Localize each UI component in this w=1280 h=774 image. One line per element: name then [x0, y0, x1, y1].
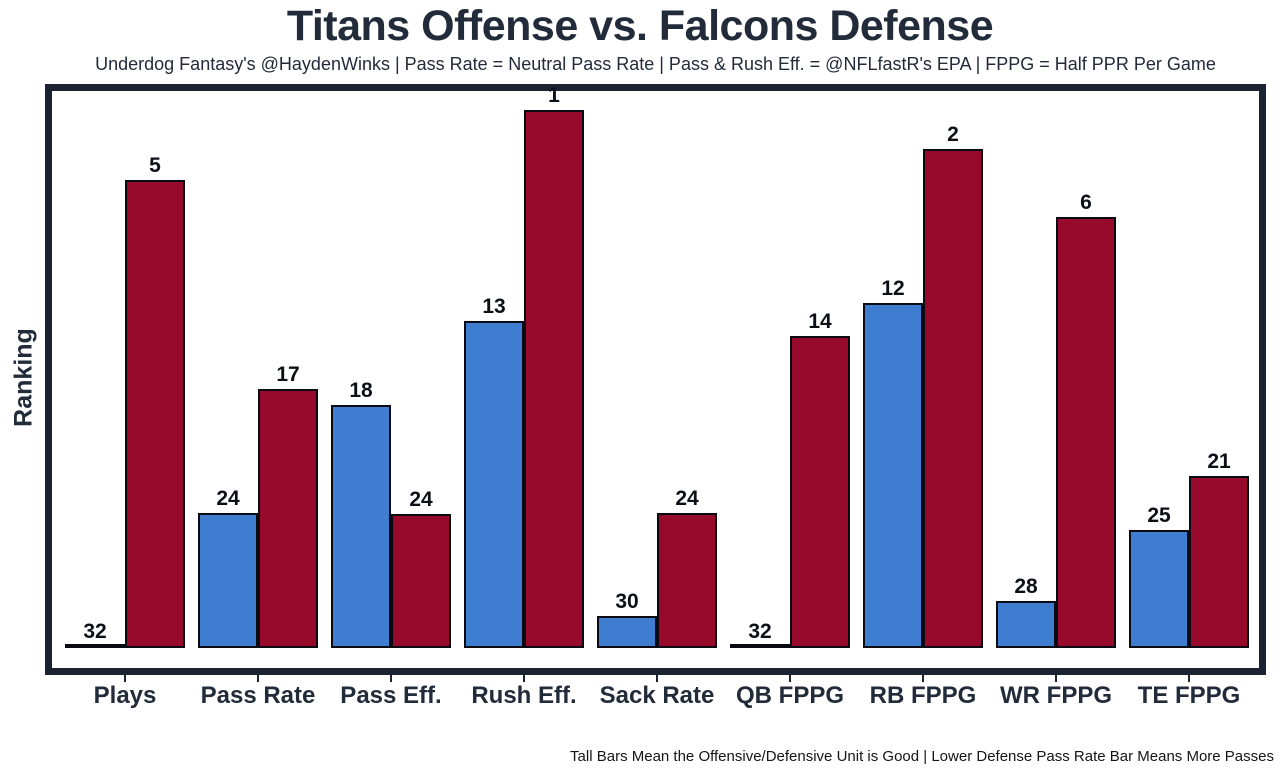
bar-value-falcons-defense-sack-rate: 24: [675, 487, 699, 510]
bar-value-titans-offense-rb-fppg: 12: [881, 277, 905, 300]
x-tick-te-fppg: [1188, 675, 1190, 682]
bar-value-titans-offense-plays: 32: [83, 620, 107, 643]
bar-value-titans-offense-pass-eff: 18: [349, 379, 373, 402]
plot-frame: 32 5 24 17 18 24 13 1 30 24 32 14 12 2 28 6 25 21: [45, 84, 1266, 675]
bar-falcons-defense-pass-eff: [391, 514, 451, 648]
x-axis-label-sack-rate: Sack Rate: [599, 682, 715, 709]
x-tick-qb-fppg: [789, 675, 791, 682]
bar-titans-offense-sack-rate: [597, 616, 657, 648]
x-axis-label-pass-eff: Pass Eff.: [340, 682, 442, 709]
x-axis-label-plays: Plays: [93, 682, 157, 709]
bar-falcons-defense-plays: [125, 180, 185, 648]
x-tick-pass-rate: [257, 675, 259, 682]
x-axis-label-qb-fppg: QB FPPG: [735, 682, 845, 709]
bar-falcons-defense-te-fppg: [1189, 476, 1249, 648]
bar-value-titans-offense-sack-rate: 30: [615, 590, 639, 613]
x-axis-label-te-fppg: TE FPPG: [1137, 682, 1241, 709]
bar-titans-offense-pass-rate: [198, 513, 258, 648]
bar-falcons-defense-wr-fppg: [1056, 217, 1116, 648]
y-axis-label: Ranking: [9, 328, 38, 427]
bar-titans-offense-pass-eff: [331, 405, 391, 648]
bar-titans-offense-rush-eff: [464, 321, 524, 648]
x-tick-plays: [124, 675, 126, 682]
bar-value-falcons-defense-te-fppg: 21: [1207, 450, 1231, 473]
x-tick-wr-fppg: [1055, 675, 1057, 682]
bar-titans-offense-qb-fppg: [730, 644, 790, 648]
bar-titans-offense-wr-fppg: [996, 601, 1056, 648]
bar-titans-offense-te-fppg: [1129, 530, 1189, 648]
bar-titans-offense-plays: [65, 644, 125, 648]
bar-value-falcons-defense-plays: 5: [149, 154, 161, 177]
bar-value-titans-offense-pass-rate: 24: [216, 487, 240, 510]
bar-titans-offense-rb-fppg: [863, 303, 923, 648]
x-tick-rush-eff: [523, 675, 525, 682]
bar-value-falcons-defense-pass-rate: 17: [276, 363, 300, 386]
chart-caption: Tall Bars Mean the Offensive/Defensive U…: [570, 748, 1274, 765]
x-tick-sack-rate: [656, 675, 658, 682]
chart-title: Titans Offense vs. Falcons Defense: [286, 2, 994, 50]
chart-subtitle: Underdog Fantasy's @HaydenWinks | Pass R…: [95, 54, 1216, 74]
bar-value-titans-offense-qb-fppg: 32: [748, 620, 772, 643]
bar-falcons-defense-sack-rate: [657, 513, 717, 648]
x-tick-pass-eff: [390, 675, 392, 682]
x-axis-label-rush-eff: Rush Eff.: [471, 682, 577, 709]
bar-value-falcons-defense-wr-fppg: 6: [1080, 191, 1092, 214]
bar-value-titans-offense-te-fppg: 25: [1147, 504, 1171, 527]
bar-value-titans-offense-wr-fppg: 28: [1014, 575, 1038, 598]
x-axis-label-pass-rate: Pass Rate: [200, 682, 316, 709]
x-axis: Plays Pass Rate Pass Eff. Rush Eff. Sack Rat…: [52, 675, 1259, 715]
plot-area: 32 5 24 17 18 24 13 1 30 24 32 14 12 2 28 6 25 21: [52, 84, 1259, 668]
bar-value-falcons-defense-rb-fppg: 2: [947, 123, 959, 146]
bar-value-falcons-defense-pass-eff: 24: [409, 488, 433, 511]
x-axis-label-rb-fppg: RB FPPG: [869, 682, 977, 709]
bar-value-titans-offense-rush-eff: 13: [482, 295, 506, 318]
bar-falcons-defense-qb-fppg: [790, 336, 850, 648]
x-tick-rb-fppg: [922, 675, 924, 682]
bar-falcons-defense-rb-fppg: [923, 149, 983, 648]
bar-value-falcons-defense-qb-fppg: 14: [808, 310, 832, 333]
bar-falcons-defense-rush-eff: [524, 110, 584, 648]
x-axis-label-wr-fppg: WR FPPG: [1000, 682, 1112, 709]
bar-value-falcons-defense-rush-eff: 1: [548, 84, 560, 107]
bar-falcons-defense-pass-rate: [258, 389, 318, 648]
